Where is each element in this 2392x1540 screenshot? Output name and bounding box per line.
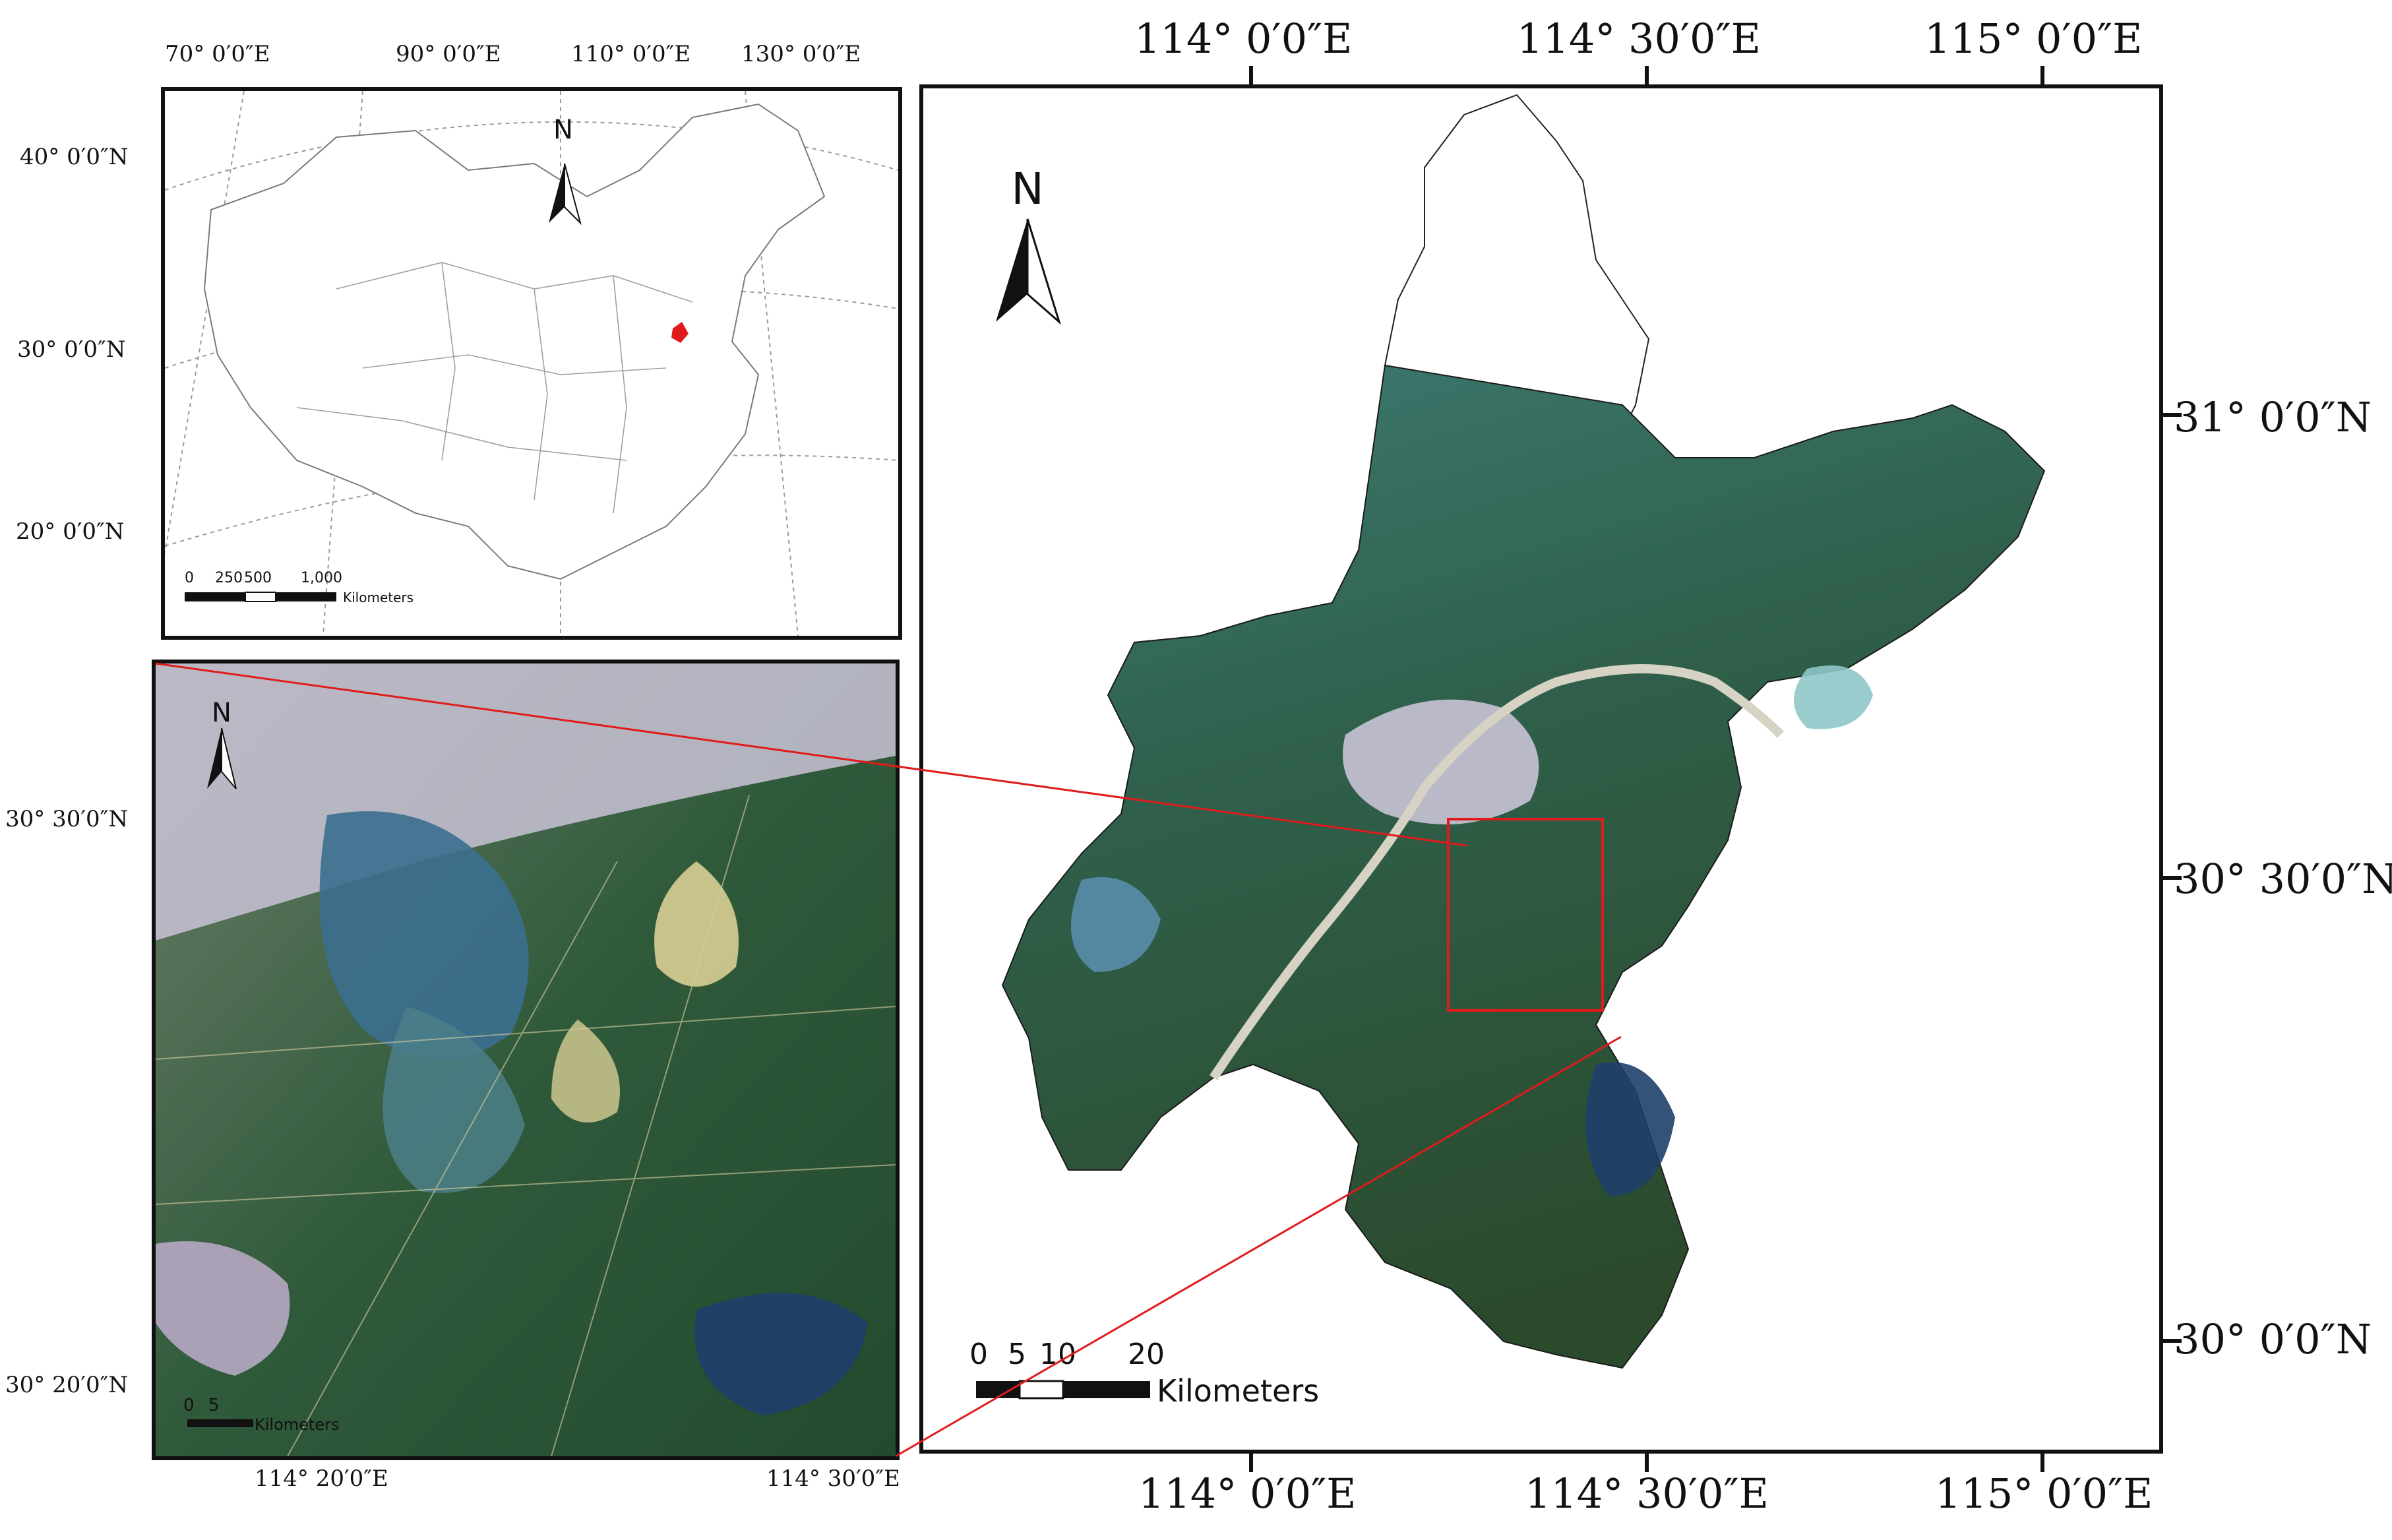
scale-number: 250	[215, 570, 243, 586]
north-arrow-icon	[996, 218, 1061, 325]
tick-mark	[1645, 66, 1649, 84]
scale-number: 10	[1039, 1338, 1076, 1371]
main-bottom-tick: 114° 30′0″E	[1525, 1469, 1769, 1518]
wuhan-satellite-map: N 0 5 10 20 Kilometers	[919, 84, 2163, 1454]
tick-mark	[1645, 1454, 1649, 1472]
main-right-tick: 31° 0′0″N	[2174, 393, 2372, 441]
china-top-tick: 90° 0′0″E	[396, 41, 501, 67]
wuhan-image	[976, 94, 2046, 1400]
study-area-image	[156, 663, 896, 1456]
tick-mark	[2163, 413, 2182, 417]
main-top-tick: 115° 0′0″E	[1924, 15, 2143, 63]
study-area-satellite-map: N 0 5 Kilometers	[152, 660, 900, 1460]
china-top-tick: 110° 0′0″E	[571, 41, 691, 67]
scale-number: 0	[969, 1338, 988, 1371]
north-label: N	[1011, 164, 1044, 214]
main-right-tick: 30° 0′0″N	[2174, 1315, 2372, 1363]
scale-number: 5	[1008, 1338, 1026, 1371]
scale-unit: Kilometers	[255, 1415, 340, 1434]
study-left-tick: 30° 20′0″N	[5, 1372, 129, 1398]
tick-mark	[2163, 1339, 2182, 1343]
china-overview-map: N 0 250 500 1,000 Kilometers	[161, 87, 902, 640]
main-right-tick: 30° 30′0″N	[2174, 855, 2392, 903]
north-label: N	[553, 115, 573, 145]
scale-bar	[185, 592, 336, 602]
scale-unit: Kilometers	[343, 590, 414, 605]
main-bottom-tick: 114° 0′0″E	[1138, 1469, 1357, 1518]
study-left-tick: 30° 30′0″N	[5, 806, 129, 832]
study-bottom-tick: 114° 30′0″E	[766, 1465, 900, 1492]
scale-number: 5	[208, 1396, 220, 1415]
main-top-tick: 114° 30′0″E	[1517, 15, 1761, 63]
tick-mark	[2163, 876, 2182, 880]
china-left-tick: 40° 0′0″N	[20, 144, 129, 170]
scale-number: 20	[1128, 1338, 1165, 1371]
china-left-tick: 30° 0′0″N	[17, 336, 126, 363]
china-top-tick: 130° 0′0″E	[741, 41, 861, 67]
tick-mark	[2040, 1454, 2044, 1472]
main-top-tick: 114° 0′0″E	[1134, 15, 1353, 63]
china-outline	[165, 91, 898, 636]
main-bottom-tick: 115° 0′0″E	[1935, 1469, 2153, 1518]
scale-number: 0	[183, 1396, 195, 1415]
tick-mark	[1249, 1454, 1253, 1472]
tick-mark	[1249, 66, 1253, 84]
north-arrow-icon	[549, 163, 582, 226]
scale-bar	[976, 1380, 1150, 1400]
scale-unit: Kilometers	[1157, 1373, 1320, 1409]
yangtze-river	[1210, 664, 1784, 1080]
tick-mark	[2040, 66, 2044, 84]
north-label: N	[212, 698, 231, 728]
china-left-tick: 20° 0′0″N	[16, 518, 125, 545]
wuhan-boundary	[1001, 364, 2046, 1369]
scale-bar	[187, 1419, 253, 1427]
scale-number: 500	[244, 570, 272, 586]
study-bottom-tick: 114° 20′0″E	[255, 1465, 388, 1492]
china-top-tick: 70° 0′0″E	[165, 41, 270, 67]
wuhan-marker	[671, 322, 689, 343]
study-area-box	[1447, 818, 1604, 1012]
scale-number: 0	[185, 570, 194, 586]
scale-number: 1,000	[301, 570, 342, 586]
